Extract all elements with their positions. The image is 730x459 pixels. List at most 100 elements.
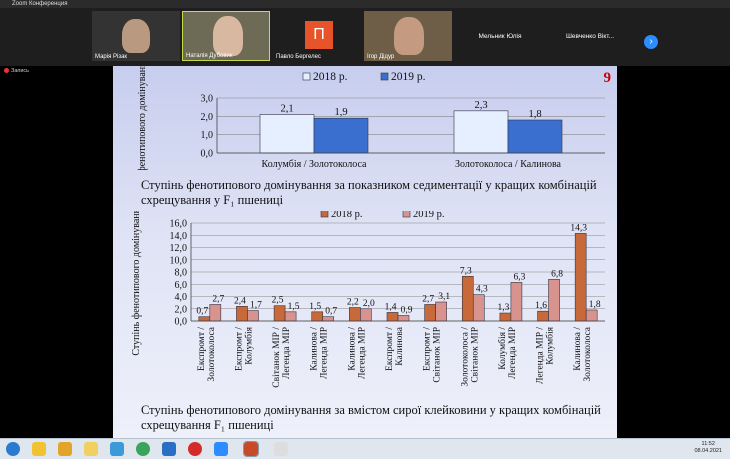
y-tick-label: 1,0: [201, 130, 214, 141]
participant-tile[interactable]: П Павло Бергелес: [273, 11, 361, 61]
folder-icon[interactable]: [58, 442, 72, 456]
system-clock: 11:52 08.04.2021: [694, 441, 722, 455]
x-tick-label: Калинова /: [573, 327, 583, 371]
windows-taskbar: 11:52 08.04.2021: [0, 438, 730, 459]
data-label: 6,8: [551, 269, 563, 279]
y-tick-label: 6,0: [175, 280, 188, 291]
start-button-icon[interactable]: [6, 442, 20, 456]
y-tick-label: 12,0: [170, 243, 188, 254]
chrome-icon[interactable]: [136, 442, 150, 456]
slide-number: 9: [603, 70, 612, 86]
x-tick-label: Калинова /: [347, 327, 357, 371]
app-icon[interactable]: [274, 442, 288, 456]
chart-sedimentation: 0,0 1,0 2,0 3,0 Ступінь фенотипового домінув…: [137, 66, 605, 170]
y-tick-label: 8,0: [175, 268, 188, 279]
x-tick-label: Колумбія / Золотоколоса: [262, 159, 367, 170]
bar-2019: [313, 117, 369, 154]
bar-2019: [472, 294, 485, 322]
bar-2018: [537, 310, 549, 322]
data-label: 2,4: [234, 296, 246, 306]
data-label: 2,5: [272, 296, 284, 306]
data-label: 1,9: [334, 107, 347, 118]
data-label: 2,0: [363, 299, 375, 309]
window-title: Zoom Конференция: [12, 1, 68, 7]
x-tick-label: Калинова /: [310, 327, 320, 371]
bar-2019: [435, 301, 447, 322]
bar-2018: [349, 307, 361, 322]
bar-2019: [322, 316, 335, 322]
recording-label: Запись: [11, 68, 30, 74]
x-tick-label: Експромт /: [234, 327, 244, 371]
bar-2019: [507, 119, 563, 154]
x-tick-label: Золотоколоса: [583, 326, 593, 381]
mail-icon[interactable]: [110, 442, 124, 456]
participant-gallery: Марія Різак Наталія Дубовик П Павло Берг…: [0, 8, 730, 66]
bar-2019: [548, 279, 560, 322]
participant-name: Наталія Дубовик: [186, 53, 233, 59]
participant-name: Мельник Юлія: [478, 33, 522, 40]
bar-2019: [209, 304, 222, 322]
participant-tile[interactable]: Ігор Дідур: [364, 11, 452, 61]
record-icon: [4, 68, 9, 74]
x-tick-label: Експромт /: [385, 327, 395, 371]
x-tick-label: Легенда МІР: [508, 327, 518, 379]
powerpoint-icon[interactable]: [243, 441, 259, 457]
y-axis-label: Ступінь фенотипового домінування, hp: [131, 211, 142, 356]
x-tick-label: Експромт /: [423, 327, 433, 371]
chart1-caption: Ступінь фенотипового домінування за пока…: [141, 178, 597, 207]
data-label: 1,6: [535, 301, 547, 311]
bar-2018: [236, 306, 248, 322]
data-label: 0,7: [196, 307, 208, 317]
participant-tile-active[interactable]: Наталія Дубовик: [182, 11, 270, 61]
x-tick-label: Золотоколоса: [207, 326, 217, 381]
data-label: 1,4: [385, 302, 397, 312]
x-tick-label: Експромт /: [197, 327, 207, 371]
data-label: 6,3: [513, 272, 525, 282]
participant-tile[interactable]: Шевченко Вікт...: [546, 11, 634, 61]
recording-indicator: Запись: [4, 68, 29, 74]
x-tick-label: Світанок МІР: [470, 327, 480, 383]
legend-label: 2018 р.: [313, 71, 348, 83]
opera-icon[interactable]: [188, 442, 202, 456]
y-tick-label: 0,0: [175, 317, 188, 328]
y-tick-label: 3,0: [201, 94, 214, 105]
ie-icon[interactable]: [32, 442, 46, 456]
next-page-arrow-icon[interactable]: ›: [644, 35, 658, 49]
participant-tile[interactable]: Марія Різак: [92, 11, 180, 61]
x-tick-label: Колумбія: [545, 326, 556, 364]
participant-tile[interactable]: Мельник Юлія: [456, 11, 544, 61]
x-tick-label: Колумбія /: [497, 327, 508, 370]
data-label: 1,3: [497, 303, 509, 313]
x-tick-label: Легенда МІР: [357, 327, 367, 379]
x-tick-label: Легенда МІР /: [536, 327, 546, 384]
data-label: 2,2: [347, 298, 359, 308]
legend-swatch-2019: [380, 72, 389, 81]
participant-name: Марія Різак: [95, 54, 128, 60]
data-label: 4,3: [476, 285, 488, 295]
data-label: 0,7: [325, 307, 337, 317]
participant-name: Шевченко Вікт...: [565, 33, 615, 40]
participant-name: Павло Бергелес: [276, 54, 321, 60]
participant-avatar: П: [305, 21, 333, 49]
participant-video: [394, 17, 424, 55]
explorer-icon[interactable]: [84, 442, 98, 456]
y-axis-label: Ступінь фенотипового домінування, hp: [137, 66, 148, 170]
zoom-icon[interactable]: [214, 442, 228, 456]
y-tick-label: 10,0: [170, 255, 188, 266]
word-icon[interactable]: [162, 442, 176, 456]
bar-2018: [461, 275, 474, 322]
bar-2018: [453, 110, 509, 154]
presentation-slide: 9 0,0 1,0 2,0 3,0 Ступінь фенотипового домін…: [113, 66, 617, 438]
x-tick-label: Золотоколоса / Калинова: [455, 159, 562, 170]
data-label: 7,3: [460, 266, 472, 276]
y-tick-label: 4,0: [175, 292, 188, 303]
bar-2019: [585, 309, 598, 322]
bar-2019: [247, 310, 259, 322]
data-label: 1,8: [589, 300, 601, 310]
participant-video: [213, 16, 243, 56]
x-tick-label: Калинова: [395, 326, 405, 366]
clock-time: 11:52: [701, 441, 715, 447]
data-label: 3,1: [438, 292, 450, 302]
legend-label: 2018 р.: [331, 211, 363, 220]
bar-2019: [284, 311, 297, 322]
